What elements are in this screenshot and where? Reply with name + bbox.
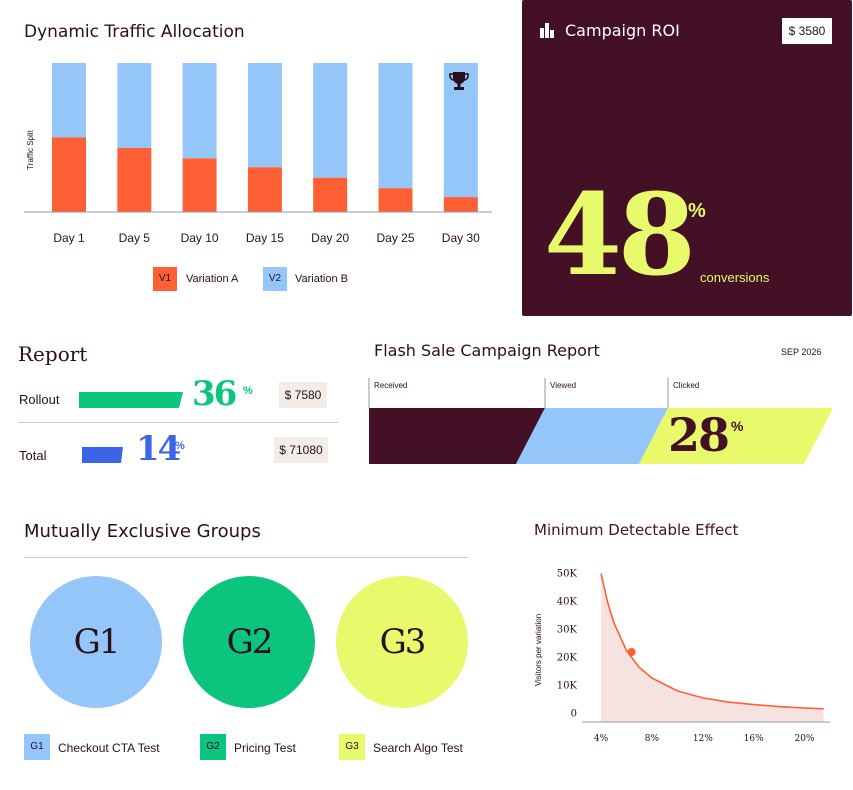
mde-x-tick-label: 16% — [744, 734, 764, 744]
bar-variation-b — [443, 63, 478, 198]
bar-variation-b — [378, 63, 413, 189]
x-tick-label: Day 15 — [246, 231, 284, 245]
bar-variation-b — [52, 63, 86, 138]
report-divider — [18, 422, 338, 423]
legend-label-variation-a: Variation A — [186, 273, 239, 285]
mde-x-tick-label: 4% — [594, 734, 609, 744]
legend-item-variation-a: V1 — [153, 267, 177, 291]
bar-variation-a — [313, 177, 348, 212]
report-row-label-total: Total — [19, 448, 47, 463]
roi-subtitle: conversions — [700, 270, 770, 285]
group-label-g1: Checkout CTA Test — [58, 741, 160, 755]
building-chart-icon — [540, 23, 554, 38]
group-chip-g1: G1 — [24, 734, 50, 760]
legend-label-variation-b: Variation B — [295, 273, 348, 285]
bar-variation-a — [117, 147, 152, 212]
bar-variation-a — [247, 167, 282, 212]
report-row-label-rollout: Rollout — [19, 392, 60, 407]
flash-funnel — [368, 378, 833, 464]
flash-sale-title: Flash Sale Campaign Report — [374, 341, 600, 360]
mde-chart: Visitors per variation 010K20K30K40K50K … — [534, 569, 830, 744]
mde-curve — [600, 573, 824, 710]
bar-variation-a — [443, 197, 478, 212]
legend-item-variation-b: V2 — [263, 267, 287, 291]
flash-sale-date: SEP 2026 — [781, 347, 822, 357]
groups-title: Mutually Exclusive Groups — [24, 521, 261, 542]
traffic-chart-title: Dynamic Traffic Allocation — [24, 22, 245, 42]
total-percent-sign: % — [175, 440, 185, 452]
mde-y-tick-label: 20K — [557, 653, 578, 664]
x-tick-label: Day 5 — [119, 231, 151, 245]
group-circle-g1: G1 — [30, 576, 162, 708]
total-money-badge: $ 71080 — [274, 437, 328, 463]
group-circle-g3: G3 — [336, 576, 468, 708]
mde-y-tick-label: 0 — [571, 709, 577, 720]
x-tick-label: Day 25 — [376, 231, 414, 245]
funnel-viewed-segment — [516, 408, 668, 464]
rollout-bar — [79, 392, 183, 408]
bar-variation-b — [247, 63, 282, 168]
campaign-roi-title: Campaign ROI — [565, 21, 680, 40]
rollout-percentage: 36 — [192, 374, 237, 414]
x-tick-label: Day 1 — [53, 231, 85, 245]
roi-percentage: 48 — [544, 170, 696, 301]
funnel-clicked-segment — [639, 408, 833, 464]
campaign-roi-card — [522, 0, 852, 316]
funnel-received-segment — [369, 408, 545, 464]
flash-click-percentage: 28 — [668, 408, 730, 462]
mde-y-tick-label: 30K — [557, 625, 578, 636]
funnel-label-clicked: Clicked — [673, 381, 700, 390]
rollout-percent-sign: % — [243, 385, 253, 397]
mde-y-tick-label: 50K — [557, 569, 578, 580]
report-title: Report — [18, 342, 88, 366]
funnel-label-received: Received — [374, 381, 408, 390]
groups-divider — [24, 557, 468, 558]
legend-chip-v2: V2 — [263, 267, 287, 291]
group-chip-g3: G3 — [339, 734, 365, 760]
total-bar — [82, 447, 123, 463]
roi-amount-badge: $ 3580 — [782, 18, 832, 44]
bar-variation-b — [313, 63, 348, 178]
trophy-icon — [449, 72, 469, 90]
rollout-money-badge: $ 7580 — [279, 382, 327, 408]
bar-variation-a — [182, 158, 217, 212]
legend-chip-v1: V1 — [153, 267, 177, 291]
mde-highlight-point — [627, 648, 636, 656]
mde-y-tick-label: 10K — [557, 681, 578, 692]
group-label-g3: Search Algo Test — [373, 741, 463, 755]
mde-title: Minimum Detectable Effect — [534, 521, 739, 539]
x-tick-label: Day 10 — [181, 231, 219, 245]
group-chip-g2: G2 — [200, 734, 226, 760]
group-label-g2: Pricing Test — [234, 741, 296, 755]
mde-x-tick-label: 20% — [795, 734, 815, 744]
mde-y-tick-label: 40K — [557, 597, 578, 608]
flash-percent-sign: % — [731, 418, 744, 434]
funnel-label-viewed: Viewed — [550, 381, 577, 390]
roi-percent-sign: % — [688, 200, 706, 222]
mde-x-tick-label: 12% — [693, 734, 713, 744]
mde-x-tick-label: 8% — [645, 734, 660, 744]
mde-area — [601, 573, 824, 722]
total-percentage: 14 — [136, 429, 181, 469]
group-circle-g2: G2 — [183, 576, 315, 708]
bar-variation-a — [378, 188, 413, 212]
bar-variation-b — [182, 63, 217, 159]
bar-variation-a — [52, 137, 86, 212]
traffic-y-axis-label: Traffic Split — [26, 129, 35, 169]
x-tick-label: Day 30 — [442, 231, 480, 245]
mde-y-axis-label: Visitors per variation — [534, 614, 543, 686]
x-tick-label: Day 20 — [311, 231, 349, 245]
traffic-chart: Traffic Split Day 1 Day 5 Day 10 Day 15 Day … — [24, 63, 492, 245]
bar-variation-b — [117, 63, 152, 148]
